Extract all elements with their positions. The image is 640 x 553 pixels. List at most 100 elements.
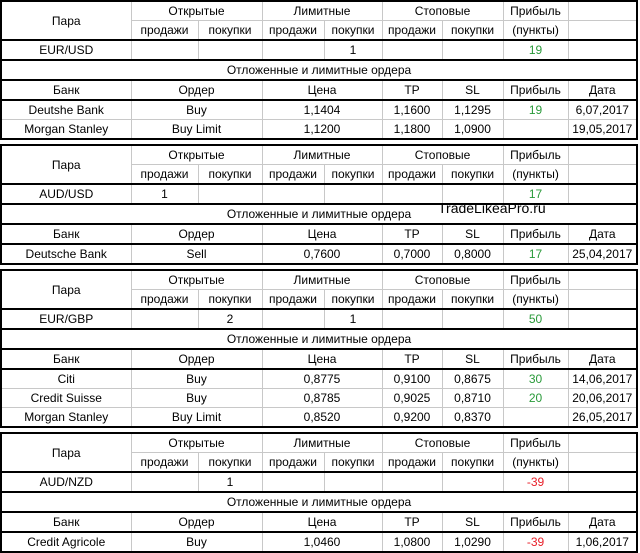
order-tp: 1,1600 [381, 99, 443, 120]
empty-cell [567, 308, 639, 330]
limit-sell-value [261, 39, 325, 61]
stop-buy-header: покупки [441, 164, 504, 185]
empty-cell [567, 471, 639, 493]
order-price: 0,7600 [261, 243, 383, 265]
empty-cell [567, 289, 639, 310]
empty-cell [567, 452, 639, 473]
limit-sell-header: продажи [261, 20, 325, 41]
points-header: (пункты) [502, 289, 569, 310]
pending-orders-title: Отложенные и лимитные ордера [0, 203, 639, 225]
open-sell-value [130, 39, 199, 61]
open-sell-header: продажи [130, 20, 199, 41]
stop-sell-header: продажи [381, 20, 443, 41]
price-header: Цена [261, 223, 383, 245]
sub-header-row: продажи покупки продажи покупки продажи покуп… [1, 452, 639, 473]
limit-buy-value [323, 471, 383, 493]
limit-sell-value [261, 308, 325, 330]
limit-buy-header: покупки [323, 20, 383, 41]
stop-sell-header: продажи [381, 289, 443, 310]
stop-header: Стоповые [381, 269, 504, 290]
date-header: Дата [567, 511, 639, 533]
group-header-row: Пара Открытые Лимитные Стоповые Прибыль [0, 269, 639, 310]
order-row: Credit Suisse Buy 0,8785 0,9025 0,8710 20 20,0… [0, 388, 639, 408]
date-header: Дата [567, 348, 639, 370]
order-date: 19,05,2017 [567, 119, 639, 140]
sub-header-row: продажи покупки продажи покупки продажи покуп… [1, 289, 639, 310]
limit-buy-header: покупки [323, 164, 383, 185]
orders-header-row: Банк Ордер Цена TP SL Прибыль Дата [0, 348, 639, 370]
order-tp: 0,9200 [381, 407, 443, 428]
stop-buy-value [441, 183, 504, 205]
order-type: Buy [130, 531, 263, 553]
sl-header: SL [441, 79, 504, 101]
order-row: Morgan Stanley Buy Limit 0,8520 0,9200 0,837… [0, 407, 639, 428]
stop-buy-value [441, 39, 504, 61]
order-profit: 17 [502, 243, 569, 265]
empty-cell [567, 144, 639, 165]
pending-title-row: Отложенные и лимитные ордера [0, 203, 639, 225]
order-profit-header: Прибыль [502, 223, 569, 245]
limit-buy-header: покупки [323, 452, 383, 473]
stop-buy-value [441, 308, 504, 330]
order-sl: 1,0290 [441, 531, 504, 553]
tp-header: TP [381, 348, 443, 370]
order-type: Buy [130, 388, 263, 408]
order-profit: 20 [502, 388, 569, 408]
order-row: Morgan Stanley Buy Limit 1,1200 1,1800 1,090… [0, 119, 639, 140]
order-sl: 0,8000 [441, 243, 504, 265]
empty-cell [567, 39, 639, 61]
open-sell-header: продажи [130, 164, 199, 185]
empty-cell [567, 432, 639, 453]
order-type: Buy Limit [130, 407, 263, 428]
order-price: 0,8785 [261, 388, 383, 408]
order-header: Ордер [130, 511, 263, 533]
order-profit [502, 119, 569, 140]
pair-profit-value: 50 [502, 308, 569, 330]
stop-header: Стоповые [381, 144, 504, 165]
price-header: Цена [261, 511, 383, 533]
order-header: Ордер [130, 79, 263, 101]
order-tp: 1,0800 [381, 531, 443, 553]
open-header: Открытые [130, 0, 263, 21]
order-date: 6,07,2017 [567, 99, 639, 120]
empty-cell [567, 0, 639, 21]
empty-cell [567, 269, 639, 290]
pending-orders-title: Отложенные и лимитные ордера [0, 59, 639, 81]
order-profit-header: Прибыль [502, 79, 569, 101]
bank-name: Credit Agricole [0, 531, 132, 553]
order-sl: 1,1295 [441, 99, 504, 120]
pair-profit-value: -39 [502, 471, 569, 493]
order-date: 20,06,2017 [567, 388, 639, 408]
limit-buy-header: покупки [323, 289, 383, 310]
watermark-text: TradeLikeaPro.ru [438, 200, 546, 216]
limit-sell-header: продажи [261, 164, 325, 185]
orders-header-row: Банк Ордер Цена TP SL Прибыль Дата [0, 79, 639, 101]
stop-sell-value [381, 308, 443, 330]
limit-sell-value [261, 183, 325, 205]
stop-sell-value [381, 39, 443, 61]
stop-sell-header: продажи [381, 452, 443, 473]
limit-header: Лимитные [261, 269, 383, 290]
bank-name: Credit Suisse [0, 388, 132, 408]
order-profit: -39 [502, 531, 569, 553]
order-row: Deutshe Bank Buy 1,1404 1,1600 1,1295 19 6,07,… [0, 99, 639, 120]
order-price: 1,0460 [261, 531, 383, 553]
bank-name: Deutshe Bank [0, 99, 132, 120]
tp-header: TP [381, 79, 443, 101]
open-buy-header: покупки [197, 20, 263, 41]
order-price: 0,8775 [261, 368, 383, 389]
order-price: 1,1404 [261, 99, 383, 120]
points-header: (пункты) [502, 452, 569, 473]
sl-header: SL [441, 223, 504, 245]
open-buy-value: 2 [197, 308, 263, 330]
points-header: (пункты) [502, 20, 569, 41]
date-header: Дата [567, 223, 639, 245]
order-sl: 1,0900 [441, 119, 504, 140]
pending-orders-title: Отложенные и лимитные ордера [0, 491, 639, 513]
bank-name: Morgan Stanley [0, 407, 132, 428]
limit-buy-value: 1 [323, 308, 383, 330]
order-type: Buy [130, 99, 263, 120]
order-type: Buy [130, 368, 263, 389]
orders-header-row: Банк Ордер Цена TP SL Прибыль Дата [0, 223, 639, 245]
